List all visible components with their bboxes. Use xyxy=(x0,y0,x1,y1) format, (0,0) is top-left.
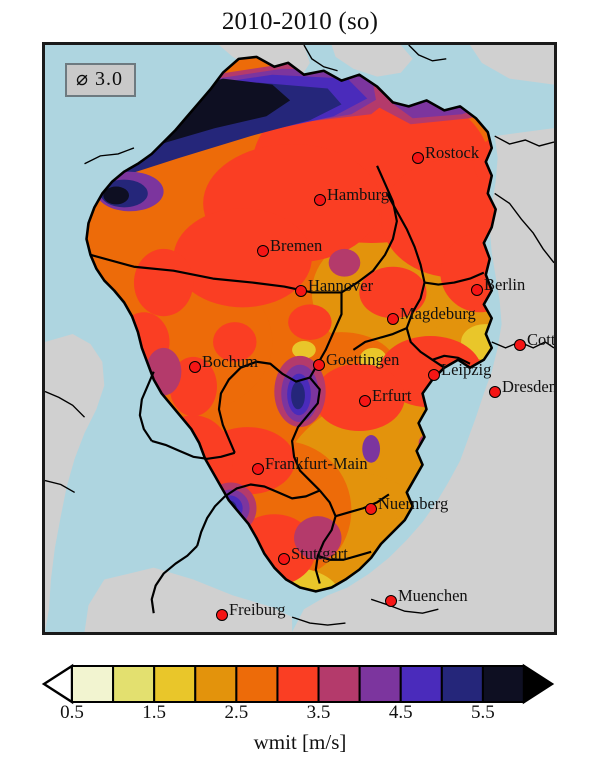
city-dot-icon xyxy=(385,595,397,607)
city-dot-icon xyxy=(428,369,440,381)
city-label: Goettingen xyxy=(326,350,400,369)
country-borders xyxy=(85,55,497,593)
colorbar-segment xyxy=(194,665,238,703)
colorbar-segment xyxy=(358,665,402,703)
city-label: Freiburg xyxy=(229,600,286,619)
city-dot-icon xyxy=(412,152,424,164)
colorbar-segment xyxy=(440,665,484,703)
colorbar-tick-label: 3.5 xyxy=(306,702,331,723)
city-dot-icon xyxy=(257,245,269,257)
colorbar-segment xyxy=(71,665,115,703)
colorbar-swatches xyxy=(41,663,555,705)
colorbar-tick-label: 0.5 xyxy=(60,702,84,723)
city-dot-icon xyxy=(489,386,501,398)
state-borders xyxy=(90,165,485,614)
city-label: Hamburg xyxy=(327,185,390,204)
colorbar-tick-label: 2.5 xyxy=(224,702,249,723)
city-dot-icon xyxy=(514,339,526,351)
colorbar-tick-label: 5.5 xyxy=(471,702,495,723)
city-label: Leipzig xyxy=(441,360,492,379)
colorbar-segment xyxy=(317,665,361,703)
city-label: Magdeburg xyxy=(400,304,476,323)
city-label: Bremen xyxy=(270,236,323,255)
colorbar-axis-label: wmit [m/s] xyxy=(253,730,347,754)
city-dot-icon xyxy=(313,359,325,371)
city-dot-icon xyxy=(387,313,399,325)
city-label: Muenchen xyxy=(398,586,468,605)
city-label: Nuernberg xyxy=(378,494,449,513)
city-label: Erfurt xyxy=(372,386,412,405)
colorbar-segment xyxy=(481,665,525,703)
colorbar-segment xyxy=(276,665,320,703)
city-label: Rostock xyxy=(425,143,480,162)
colorbar-segment xyxy=(112,665,156,703)
city-dot-icon xyxy=(295,285,307,297)
city-dot-icon xyxy=(252,463,264,475)
colorbar-extend-over xyxy=(522,663,555,705)
city-dot-icon xyxy=(359,395,371,407)
city-dot-icon xyxy=(314,194,326,206)
city-label: Hannover xyxy=(308,276,374,295)
city-label: Frankfurt-Main xyxy=(265,454,368,473)
map-canvas xyxy=(45,45,554,632)
colorbar-tick-label: 1.5 xyxy=(142,702,167,723)
city-label: Berlin xyxy=(484,275,526,294)
city-dot-icon xyxy=(365,503,377,515)
map-panel[interactable]: ⌀ 3.0 Rostock Hamburg Bremen Hannover Be… xyxy=(42,42,557,635)
colorbar-segment xyxy=(399,665,443,703)
colorbar[interactable]: 0.5 1.5 2.5 3.5 4.5 5.5 wmit [m/s] xyxy=(0,658,600,780)
coastline-detail xyxy=(45,45,554,626)
city-dot-icon xyxy=(189,361,201,373)
page-title: 2010-2010 (so) xyxy=(221,8,379,35)
city-label: Dresden xyxy=(502,377,557,396)
city-dot-icon xyxy=(278,553,290,565)
average-badge: ⌀ 3.0 xyxy=(65,63,137,97)
city-dot-icon xyxy=(471,284,483,296)
colorbar-segment xyxy=(153,665,197,703)
colorbar-tick-label: 4.5 xyxy=(388,702,413,723)
city-label: Cottbus xyxy=(527,330,556,349)
colorbar-extend-under xyxy=(41,663,74,705)
colorbar-segment xyxy=(235,665,279,703)
city-dot-icon xyxy=(216,609,228,621)
city-label: Bochum xyxy=(202,352,258,371)
city-label: Stuttgart xyxy=(291,544,348,563)
